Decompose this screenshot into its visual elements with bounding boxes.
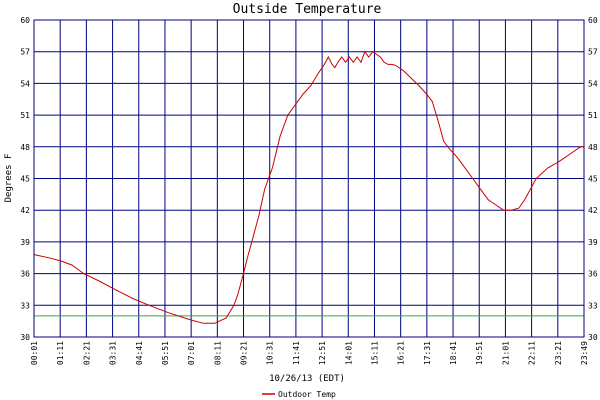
x-tick-label: 08:11 (213, 341, 222, 365)
x-tick-labels: 00:01 01:11 02:21 03:31 04:41 05:51 07:01 08:11… (30, 341, 589, 365)
x-tick-label: 04:41 (135, 341, 144, 365)
x-tick-label: 16:21 (397, 341, 406, 365)
x-tick-label: 23:49 (580, 341, 589, 365)
x-tick-label: 05:51 (161, 341, 170, 365)
y-tick-labels-right: 30 33 36 39 42 45 48 51 54 57 60 (588, 16, 598, 342)
y-tick-label: 30 (20, 333, 30, 342)
y-tick-label: 57 (20, 48, 30, 57)
y-tick-label: 54 (20, 79, 30, 88)
x-tick-label: 01:11 (56, 341, 65, 365)
y-tick-label: 42 (588, 206, 598, 215)
x-tick-label: 02:21 (82, 341, 91, 365)
x-tick-label: 18:41 (449, 341, 458, 365)
x-tick-label: 03:31 (109, 341, 118, 365)
grid-lines (33, 19, 585, 338)
y-tick-label: 57 (588, 48, 598, 57)
y-tick-label: 48 (588, 143, 598, 152)
x-tick-label: 23:21 (554, 341, 563, 365)
y-tick-label: 54 (588, 79, 598, 88)
chart-title: Outside Temperature (233, 2, 382, 17)
y-tick-label: 39 (20, 238, 30, 247)
y-axis-label: Degrees F (4, 154, 14, 203)
y-tick-labels-left: 30 33 36 39 42 45 48 51 54 57 60 (20, 16, 30, 342)
y-tick-label: 33 (588, 301, 598, 310)
legend-label: Outdoor Temp (278, 390, 336, 399)
series-group (33, 50, 584, 324)
plot-frame (33, 19, 585, 338)
x-tick-label: 17:31 (423, 341, 432, 365)
y-tick-label: 42 (20, 206, 30, 215)
x-tick-label: 10:31 (266, 341, 275, 365)
x-tick-label: 21:01 (501, 341, 510, 365)
y-tick-label: 36 (20, 270, 30, 279)
y-tick-label: 51 (20, 111, 30, 120)
y-tick-label: 45 (20, 175, 30, 184)
legend: Outdoor Temp (262, 390, 336, 399)
x-axis-label: 10/26/13 (EDT) (269, 374, 345, 384)
y-tick-label: 45 (588, 175, 598, 184)
x-tick-label: 12:51 (318, 341, 327, 365)
y-tick-label: 30 (588, 333, 598, 342)
y-tick-label: 51 (588, 111, 598, 120)
y-tick-label: 60 (588, 16, 598, 25)
series-line-outdoor-temp (33, 50, 584, 324)
x-tick-label: 09:21 (240, 341, 249, 365)
x-tick-label: 14:01 (344, 341, 353, 365)
x-tick-label: 15:11 (370, 341, 379, 365)
x-tick-label: 19:51 (475, 341, 484, 365)
y-tick-label: 39 (588, 238, 598, 247)
y-tick-label: 33 (20, 301, 30, 310)
x-tick-label: 22:11 (528, 341, 537, 365)
y-tick-label: 48 (20, 143, 30, 152)
x-tick-label: 07:01 (187, 341, 196, 365)
y-tick-label: 60 (20, 16, 30, 25)
y-tick-label: 36 (588, 270, 598, 279)
x-tick-label: 11:41 (292, 341, 301, 365)
x-tick-label: 00:01 (30, 341, 39, 365)
